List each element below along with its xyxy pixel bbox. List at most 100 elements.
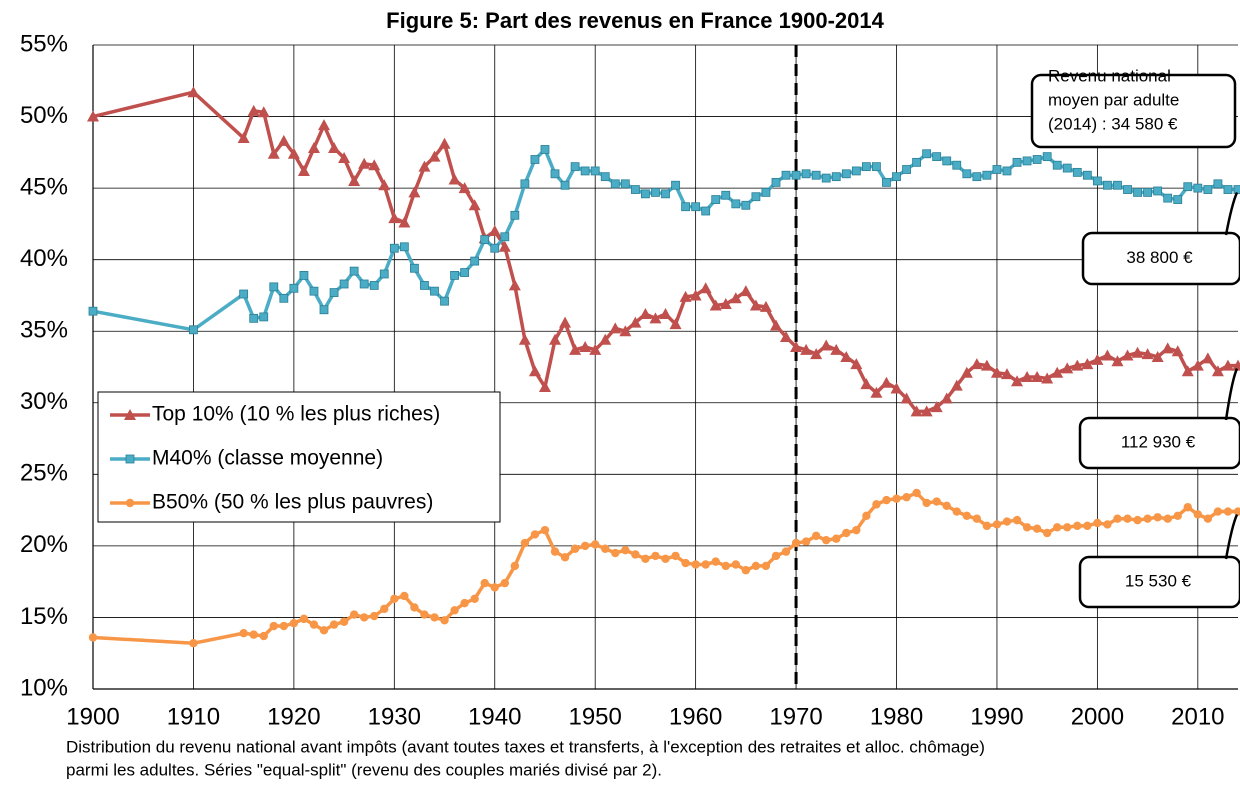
marker (1201, 352, 1214, 364)
y-tick-label: 45% (20, 173, 68, 200)
marker (1203, 185, 1213, 194)
marker (257, 106, 270, 118)
marker (500, 578, 509, 588)
marker (761, 188, 771, 197)
marker (729, 292, 742, 304)
marker (349, 610, 359, 619)
marker (920, 405, 933, 417)
marker (691, 560, 700, 569)
marker (912, 157, 921, 167)
marker (741, 566, 751, 575)
marker (1032, 155, 1042, 164)
marker (671, 180, 680, 190)
marker (410, 263, 419, 273)
marker (962, 169, 972, 179)
marker (329, 288, 339, 297)
marker (338, 152, 351, 164)
marker (880, 376, 893, 388)
marker (550, 547, 560, 556)
marker (125, 498, 135, 508)
marker (629, 316, 642, 328)
marker (339, 279, 349, 289)
marker (1103, 180, 1112, 190)
y-tick-label: 10% (20, 674, 68, 701)
marker (125, 454, 135, 464)
marker (862, 511, 871, 521)
marker (850, 358, 863, 370)
marker (791, 170, 801, 180)
marker (1173, 195, 1183, 204)
marker (701, 206, 711, 216)
marker (1081, 358, 1094, 370)
marker (267, 147, 280, 159)
marker (661, 189, 670, 199)
marker (611, 548, 620, 558)
marker (124, 409, 136, 420)
marker (749, 299, 762, 311)
marker (992, 165, 1002, 174)
marker (448, 173, 461, 185)
marker (930, 401, 943, 413)
marker (328, 142, 341, 154)
legend: Top 10% (10 % les plus riches) M40% (clas… (97, 391, 501, 523)
marker (842, 528, 851, 538)
marker (1072, 167, 1082, 177)
marker (781, 170, 791, 180)
marker (659, 308, 672, 320)
x-tick-label: 1940 (468, 703, 521, 730)
marker (870, 386, 883, 398)
footnote: Distribution du revenu national avant im… (66, 737, 985, 756)
marker (751, 192, 761, 202)
y-tick-label: 30% (20, 388, 68, 415)
marker (518, 333, 531, 345)
marker (359, 613, 369, 622)
marker (1022, 156, 1032, 166)
marker (450, 271, 459, 280)
marker (810, 348, 823, 360)
marker (609, 322, 622, 334)
marker (1223, 185, 1233, 194)
marker (1103, 520, 1112, 529)
x-tick-label: 2000 (1071, 703, 1124, 730)
marker (389, 243, 399, 253)
marker (589, 343, 602, 355)
marker (932, 497, 941, 506)
marker (820, 339, 833, 351)
marker (510, 561, 520, 571)
marker (599, 333, 612, 345)
marker (1083, 521, 1092, 531)
marker (601, 544, 610, 553)
marker (1002, 166, 1012, 176)
marker (892, 172, 901, 182)
marker (508, 279, 521, 291)
marker (649, 312, 662, 324)
marker (490, 243, 500, 253)
marker (950, 379, 963, 391)
marker (751, 561, 761, 571)
marker (1000, 368, 1013, 380)
marker (811, 531, 821, 541)
marker (1101, 349, 1114, 361)
annotation-box (1081, 231, 1240, 286)
marker (780, 330, 793, 342)
marker (470, 594, 479, 604)
marker (237, 132, 250, 144)
legend-label: M40% (classe moyenne) (152, 447, 383, 470)
marker (277, 134, 290, 146)
marker (379, 269, 389, 279)
marker (701, 560, 710, 569)
marker (942, 501, 951, 511)
marker (249, 630, 258, 639)
marker (892, 494, 901, 503)
marker (711, 557, 720, 566)
marker (239, 628, 248, 638)
marker (1091, 353, 1104, 365)
marker (87, 110, 99, 122)
marker (289, 618, 299, 628)
marker (420, 610, 429, 619)
marker (1092, 176, 1102, 186)
marker (731, 560, 741, 569)
marker (299, 614, 309, 624)
marker (681, 558, 690, 568)
